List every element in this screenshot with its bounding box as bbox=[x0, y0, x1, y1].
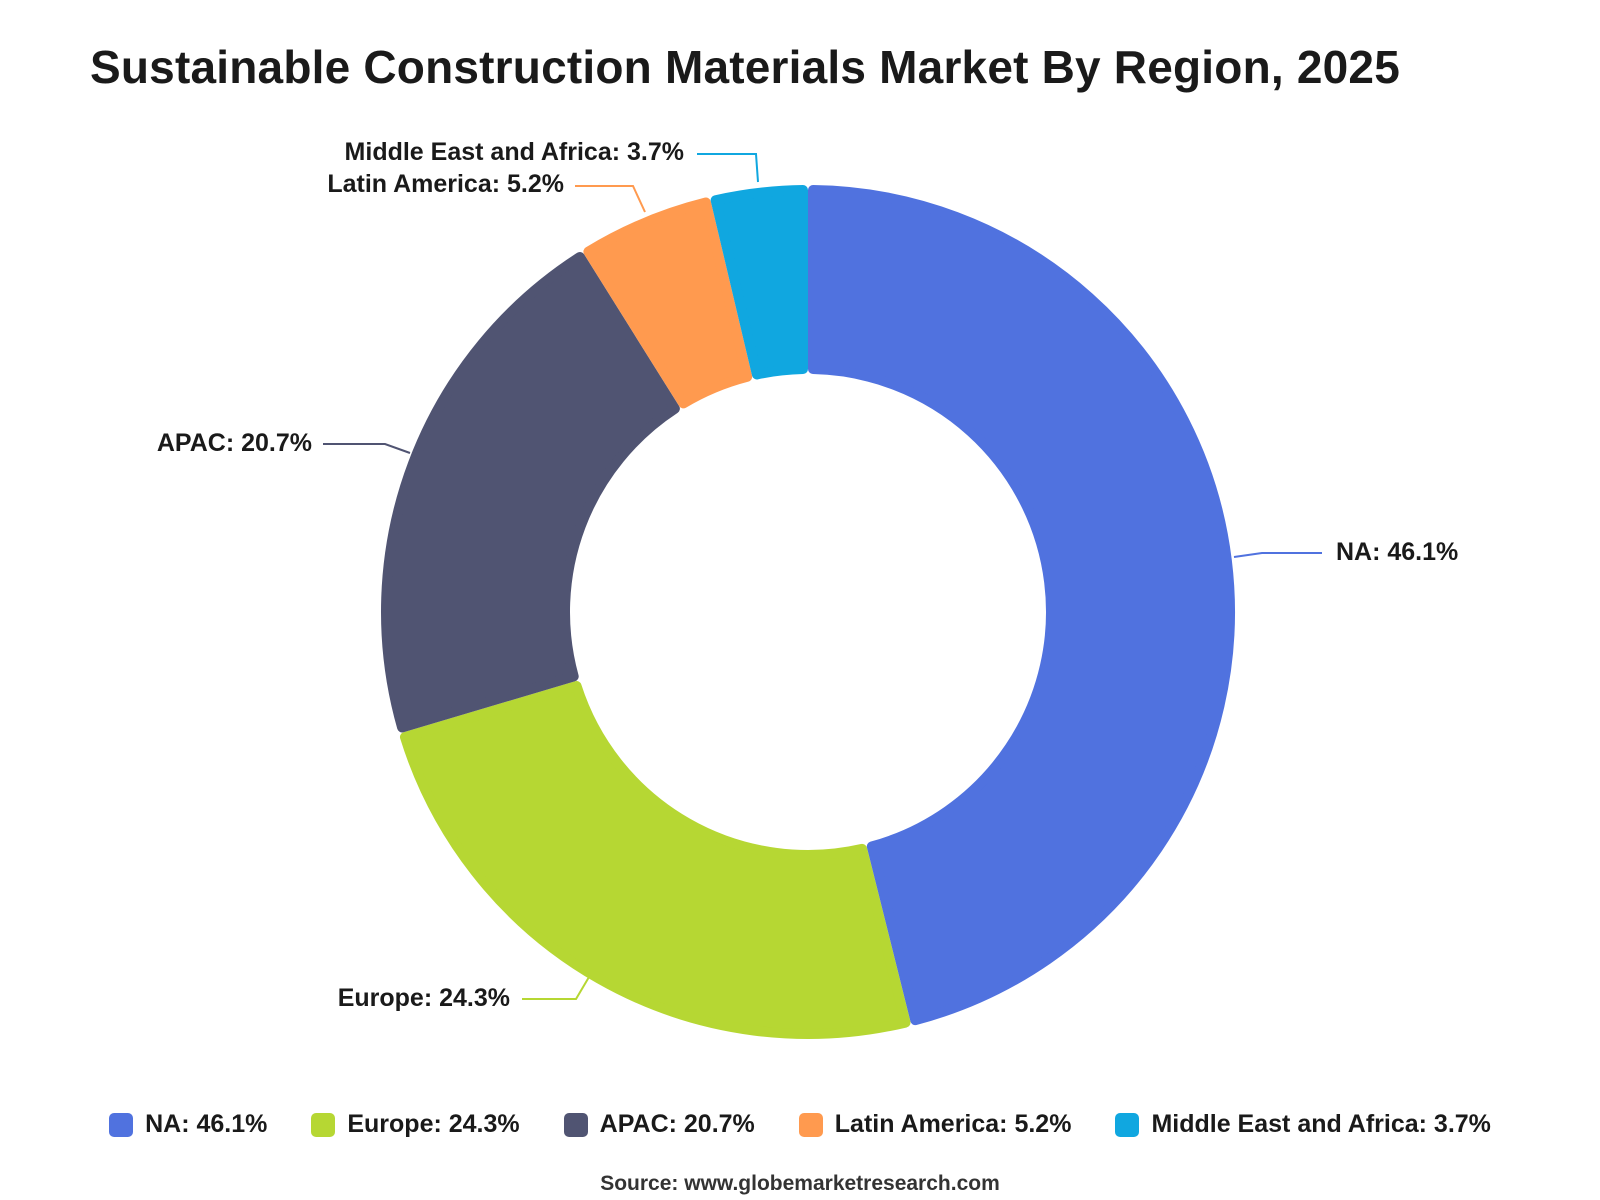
legend-item-apac[interactable]: APAC: 20.7% bbox=[563, 1110, 755, 1139]
data-label-europe: Europe: 24.3% bbox=[338, 984, 510, 1012]
legend-item-latin-america[interactable]: Latin America: 5.2% bbox=[798, 1110, 1072, 1139]
slice-apac[interactable] bbox=[381, 251, 680, 733]
legend-label-apac: APAC: 20.7% bbox=[599, 1110, 755, 1138]
leader-line-latin-america bbox=[575, 185, 646, 213]
legend-label-middle-east-africa: Middle East and Africa: 3.7% bbox=[1151, 1110, 1491, 1138]
legend-swatch-latin-america bbox=[798, 1112, 823, 1137]
legend-swatch-na bbox=[109, 1112, 134, 1137]
slice-latin-america[interactable] bbox=[583, 197, 753, 409]
slice-middle-east-and-africa[interactable] bbox=[710, 185, 808, 380]
chart-title: Sustainable Construction Materials Marke… bbox=[90, 41, 1400, 93]
leader-line-apac bbox=[323, 443, 411, 454]
legend: NA: 46.1% Europe: 24.3% APAC: 20.7% Lati… bbox=[0, 1110, 1600, 1139]
legend-swatch-middle-east-africa bbox=[1115, 1112, 1140, 1137]
legend-item-middle-east-africa[interactable]: Middle East and Africa: 3.7% bbox=[1115, 1110, 1491, 1139]
slice-na[interactable] bbox=[808, 185, 1235, 1026]
leader-line-na bbox=[1233, 552, 1322, 558]
source-note: Source: www.globemarketresearch.com bbox=[600, 1172, 1000, 1195]
data-label-apac: APAC: 20.7% bbox=[157, 429, 312, 457]
legend-label-europe: Europe: 24.3% bbox=[347, 1110, 520, 1138]
leader-line-europe bbox=[522, 976, 590, 1000]
legend-item-na[interactable]: NA: 46.1% bbox=[109, 1110, 267, 1139]
slice-europe[interactable] bbox=[399, 681, 911, 1039]
legend-swatch-europe bbox=[311, 1112, 336, 1137]
data-label-middle-east-and-africa: Middle East and Africa: 3.7% bbox=[345, 138, 684, 166]
donut-chart: NA: 46.1% Europe: 24.3% APAC: 20.7% Latin A… bbox=[157, 138, 1458, 1039]
data-label-latin-america: Latin America: 5.2% bbox=[327, 170, 564, 198]
legend-label-latin-america: Latin America: 5.2% bbox=[834, 1110, 1072, 1138]
legend-label-na: NA: 46.1% bbox=[145, 1110, 268, 1138]
legend-swatch-apac bbox=[563, 1112, 588, 1137]
legend-item-europe[interactable]: Europe: 24.3% bbox=[311, 1110, 520, 1139]
data-label-na: NA: 46.1% bbox=[1336, 538, 1458, 566]
leader-line-middle-east-and-africa bbox=[697, 153, 759, 183]
